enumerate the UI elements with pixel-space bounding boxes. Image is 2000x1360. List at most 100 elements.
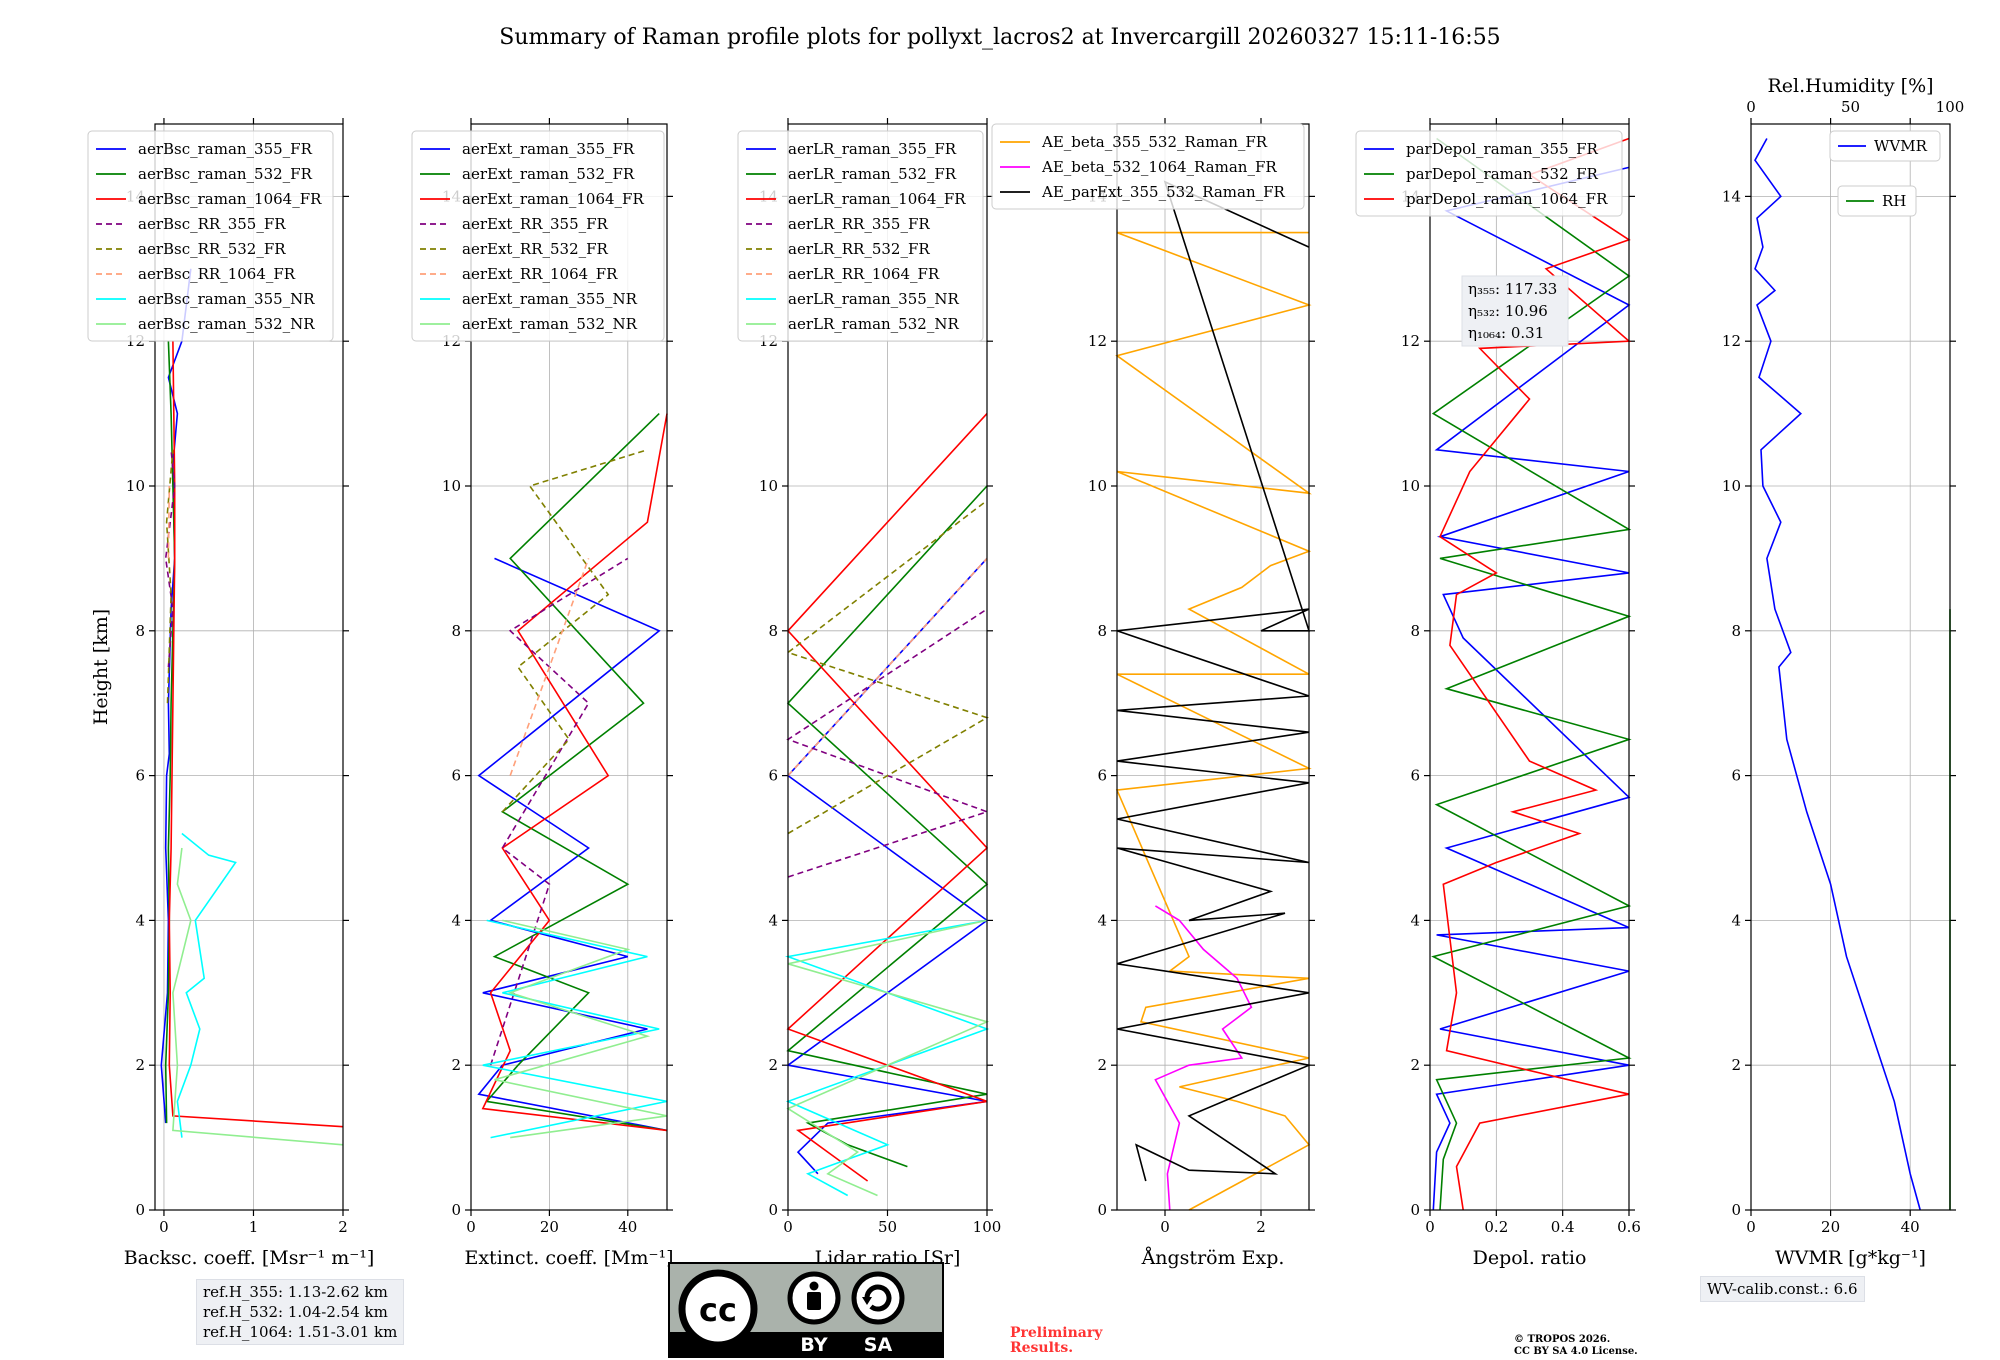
ytick-label: 2 xyxy=(1097,1056,1107,1074)
ytick-label: 10 xyxy=(1401,477,1420,495)
xtick-label: 2 xyxy=(338,1218,348,1236)
axes-frame xyxy=(470,123,668,1211)
copyright-notice: © TROPOS 2026. CC BY SA 4.0 License. xyxy=(1514,1334,1638,1358)
legend-entry: aerLR_raman_532_NR xyxy=(788,315,959,333)
legend-entry: AE_beta_355_532_Raman_FR xyxy=(1041,133,1268,151)
ytick-label: 6 xyxy=(135,767,145,785)
panel-extinction: 0246810121402040Extinct. coeff. [Mm⁻¹]ae… xyxy=(411,118,674,1269)
axes-frame xyxy=(1750,123,1951,1211)
copyright-line-2: CC BY SA 4.0 License. xyxy=(1514,1346,1638,1357)
ytick-label: 0 xyxy=(768,1201,778,1219)
ytick-label: 6 xyxy=(768,767,778,785)
xtick-label: 0.2 xyxy=(1484,1218,1508,1236)
preliminary-line-2: Results. xyxy=(1010,1340,1074,1356)
share-alike-arrow xyxy=(864,1284,892,1312)
ytick-label: 6 xyxy=(1731,767,1741,785)
cc-logo-glyph: cc xyxy=(699,1291,737,1329)
ytick-label: 8 xyxy=(1097,622,1107,640)
series-line-aerExt_raman_532_FR xyxy=(485,413,668,1132)
attribution-icon-body xyxy=(807,1292,821,1310)
ytick-label: 0 xyxy=(1731,1201,1741,1219)
ytick-label: 4 xyxy=(1410,911,1420,929)
series-line-AE_beta_532_1064_Raman_FR xyxy=(1154,905,1253,1211)
legend-entry: aerExt_raman_1064_FR xyxy=(462,190,644,208)
legend-box xyxy=(1837,185,1917,217)
legend-entry: RH xyxy=(1882,192,1906,210)
panel-lidar_ratio: 02468101214050100Lidar ratio [Sr]aerLR_r… xyxy=(737,118,1002,1269)
legend-entry: aerBsc_raman_532_NR xyxy=(138,315,315,333)
wv-calibration-text: WV-calib.const.: 6.6 xyxy=(1707,1280,1858,1298)
share-alike-icon xyxy=(851,1271,905,1325)
series-line-aerExt_raman_355_FR xyxy=(477,557,668,1132)
series-line-parDepol_raman_532_FR xyxy=(1431,137,1632,1211)
legend-entry: aerLR_RR_1064_FR xyxy=(788,265,940,283)
copyright-line-1: © TROPOS 2026. xyxy=(1514,1334,1611,1345)
series-line-aerLR_raman_355_FR xyxy=(786,557,989,1175)
legend-box xyxy=(87,130,334,342)
ytick-label: 0 xyxy=(135,1201,145,1219)
calibration-annotation: η₁₀₆₄: 0.31 xyxy=(1468,324,1544,342)
legend-entry: aerLR_RR_355_FR xyxy=(788,215,930,233)
legend-entry: aerExt_raman_355_FR xyxy=(462,140,635,158)
legend-entry: aerExt_raman_355_NR xyxy=(462,290,638,308)
secondary-xtick-label: 50 xyxy=(1841,98,1860,116)
secondary-xaxis-label: Rel.Humidity [%] xyxy=(1767,75,1933,97)
xtick-label: 0.6 xyxy=(1617,1218,1641,1236)
ytick-label: 10 xyxy=(126,477,145,495)
legend-entry: parDepol_raman_532_FR xyxy=(1406,165,1599,183)
panel-backscatter: 02468101214012Backsc. coeff. [Msr⁻¹ m⁻¹]… xyxy=(87,118,374,1269)
series-line-aerBsc_raman_1064_FR xyxy=(168,341,344,1128)
legend-entry: WVMR xyxy=(1874,137,1928,155)
ytick-label: 6 xyxy=(1410,767,1420,785)
preliminary-line-1: Preliminary xyxy=(1010,1325,1103,1341)
ytick-label: 2 xyxy=(768,1056,778,1074)
xaxis-label: Depol. ratio xyxy=(1473,1247,1587,1269)
ytick-label: 2 xyxy=(1731,1056,1741,1074)
xtick-label: 1 xyxy=(249,1218,259,1236)
legend-entry: aerLR_raman_355_NR xyxy=(788,290,959,308)
ytick-label: 10 xyxy=(1088,477,1107,495)
xtick-label: 40 xyxy=(1901,1218,1920,1236)
legend-entry: aerBsc_RR_355_FR xyxy=(138,215,286,233)
legend-entry: aerBsc_RR_532_FR xyxy=(138,240,286,258)
ytick-label: 12 xyxy=(1088,332,1107,350)
ytick-label: 12 xyxy=(1401,332,1420,350)
legend-entry: aerExt_RR_1064_FR xyxy=(462,265,618,283)
series-line-aerLR_RR_532_FR xyxy=(786,499,989,835)
panels-container: 02468101214012Backsc. coeff. [Msr⁻¹ m⁻¹]… xyxy=(87,75,1965,1269)
legend-entry: aerBsc_raman_355_FR xyxy=(138,140,313,158)
ytick-label: 12 xyxy=(1722,332,1741,350)
legend-entry: aerExt_raman_532_FR xyxy=(462,165,635,183)
xtick-label: 0 xyxy=(159,1218,169,1236)
share-alike-arrowhead xyxy=(862,1297,872,1305)
legend-entry: parDepol_raman_1064_FR xyxy=(1406,190,1608,208)
ytick-label: 8 xyxy=(135,622,145,640)
ytick-label: 2 xyxy=(1410,1056,1420,1074)
legend-entry: aerLR_RR_532_FR xyxy=(788,240,930,258)
series-line-aerBsc_raman_355_NR xyxy=(176,832,237,1138)
xtick-label: 0 xyxy=(783,1218,793,1236)
xtick-label: 100 xyxy=(973,1218,1002,1236)
legend-box xyxy=(1355,130,1623,217)
ytick-label: 2 xyxy=(451,1056,461,1074)
legend-entry: aerBsc_raman_355_NR xyxy=(138,290,315,308)
series-line-AE_parExt_355_532_Raman_FR xyxy=(1116,180,1312,1182)
legend-entry: aerExt_raman_532_NR xyxy=(462,315,638,333)
attribution-icon-head xyxy=(809,1281,819,1291)
xtick-label: 50 xyxy=(878,1218,897,1236)
secondary-xtick-label: 100 xyxy=(1936,98,1965,116)
wv-calibration-box: WV-calib.const.: 6.6 xyxy=(1700,1276,1865,1302)
series-line-aerLR_RR_1064_FR xyxy=(787,557,988,777)
calibration-annotation-box xyxy=(1461,275,1569,347)
legend-box xyxy=(1829,130,1941,162)
xtick-label: 0 xyxy=(466,1218,476,1236)
ytick-label: 4 xyxy=(135,911,145,929)
figure-title: Summary of Raman profile plots for polly… xyxy=(499,25,1500,50)
cc-by-sa-badge: cc BY SA xyxy=(668,1262,944,1358)
legend-entry: aerExt_RR_532_FR xyxy=(462,240,609,258)
series-line-WVMR xyxy=(1754,138,1921,1211)
series-line-aerBsc_raman_532_NR xyxy=(172,847,344,1146)
ytick-label: 4 xyxy=(451,911,461,929)
ytick-label: 8 xyxy=(451,622,461,640)
